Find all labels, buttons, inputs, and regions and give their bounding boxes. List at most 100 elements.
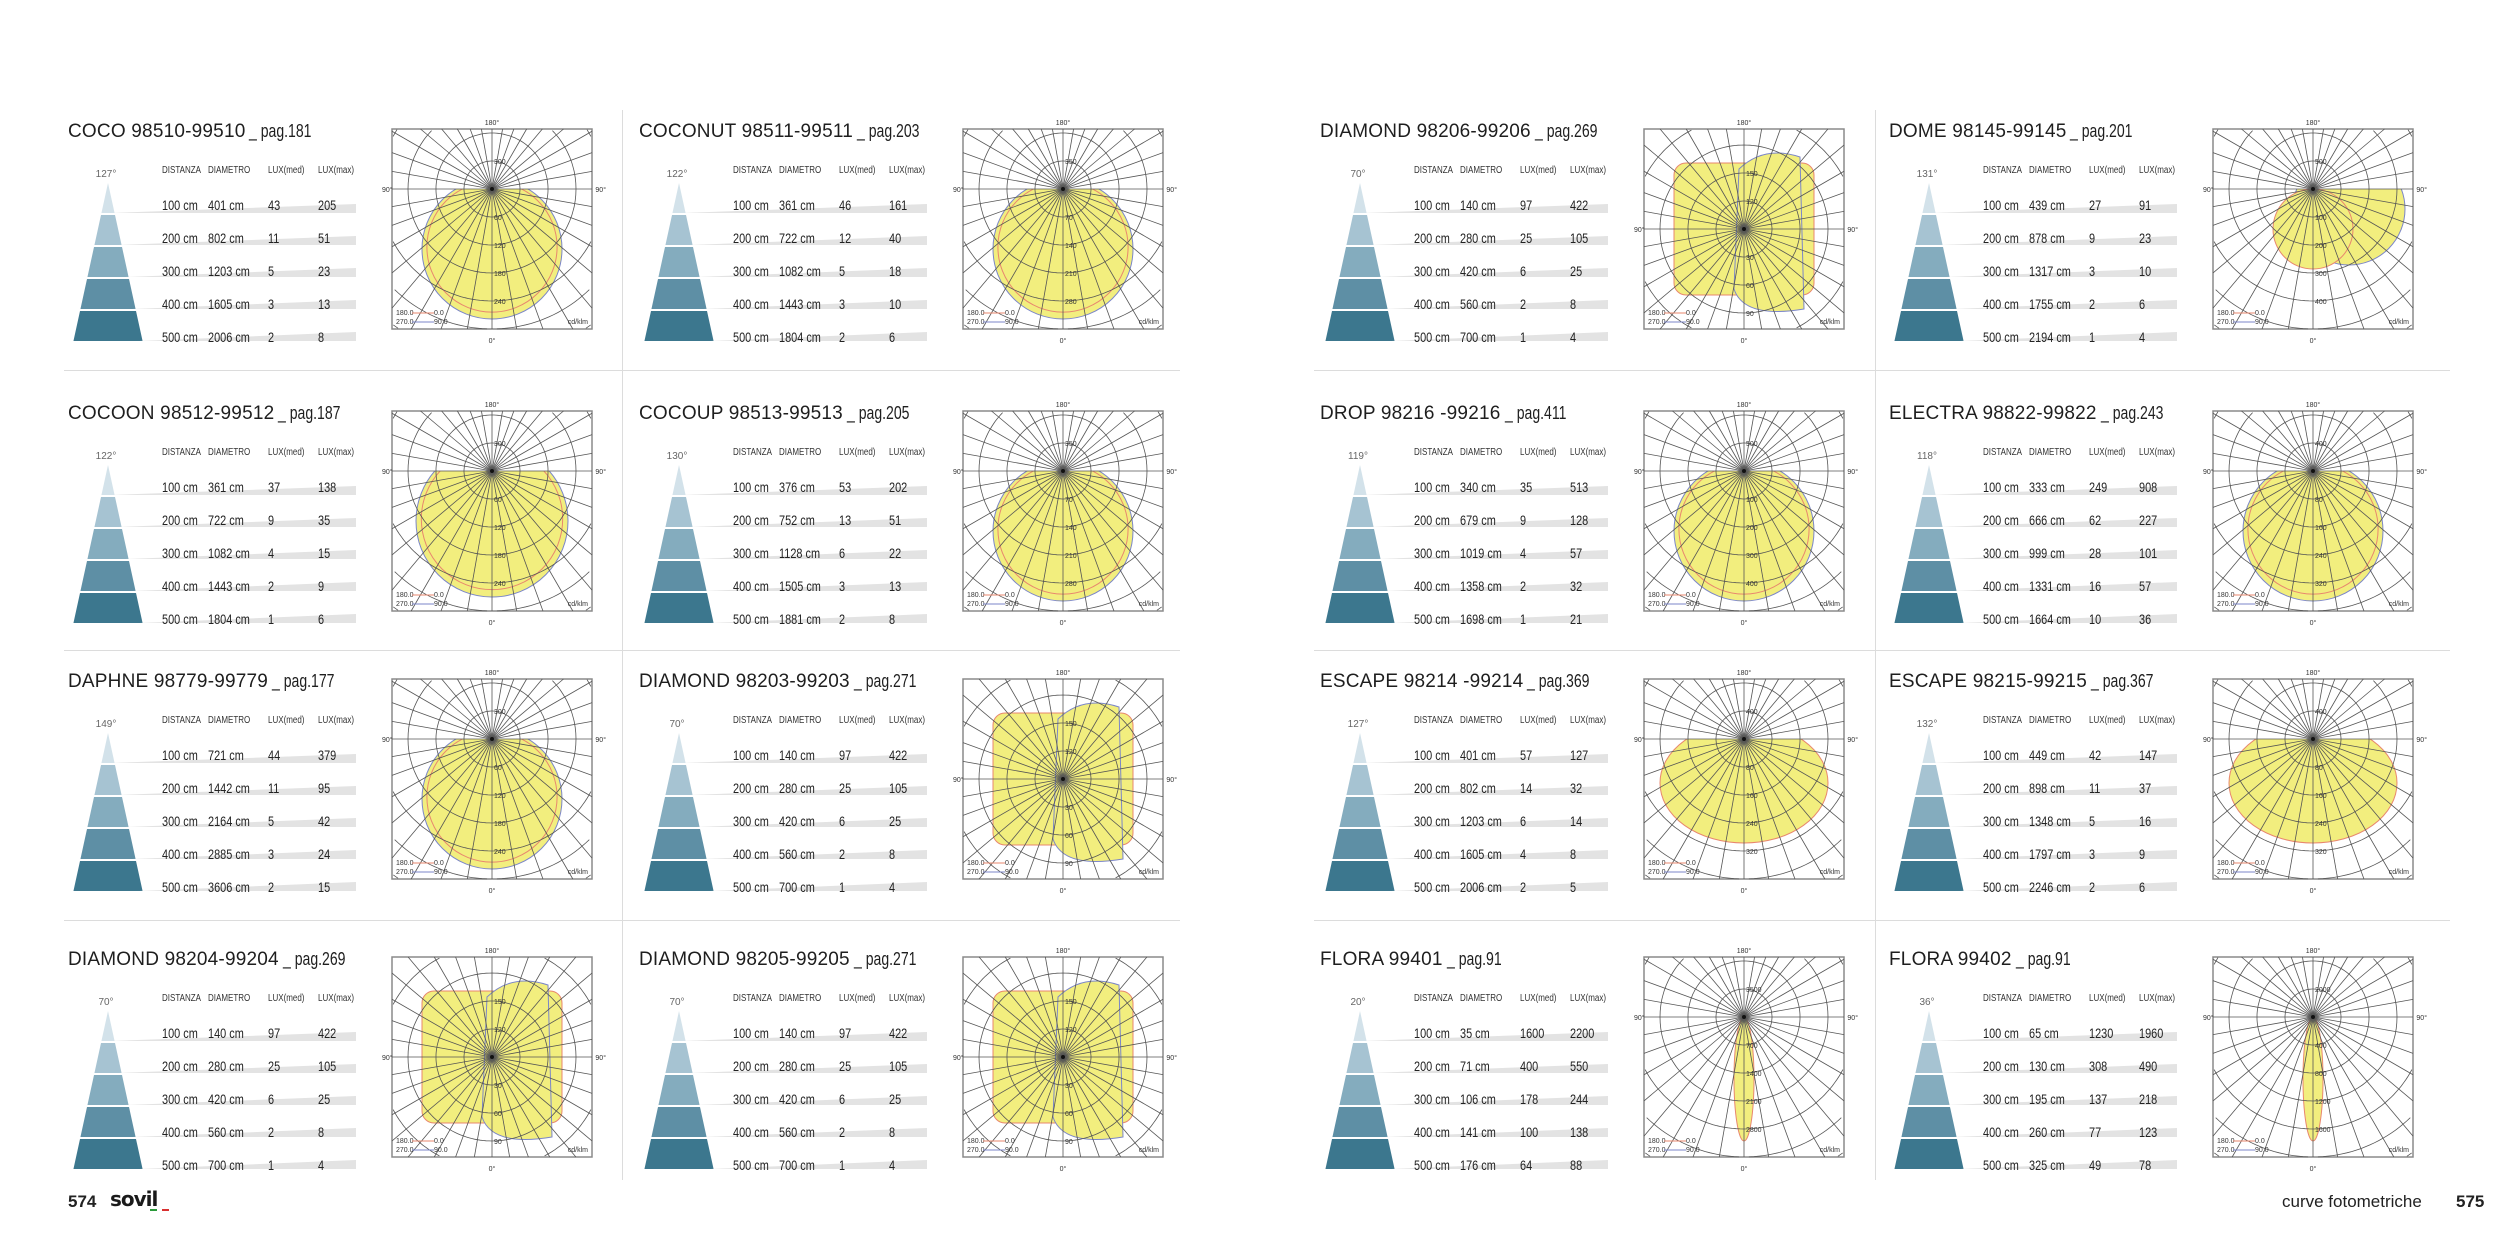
- angle-label-left: 90°: [1634, 468, 1645, 476]
- grid-ray: [410, 188, 493, 330]
- grid-ring: [392, 957, 592, 1157]
- grid-ray: [491, 998, 593, 1058]
- table-header-distance: DISTANZA: [1983, 993, 2022, 1004]
- table-cell-lux_med: 5: [2089, 813, 2096, 829]
- grid-ray: [2312, 956, 2348, 1018]
- grid-ray: [2312, 738, 2414, 798]
- grid-ray: [2312, 1016, 2414, 1036]
- table-cell-distance: 500 cm: [1414, 879, 1450, 895]
- grid-ray: [2312, 188, 2395, 330]
- pyramid-segment: [1353, 465, 1367, 495]
- grid-ray: [1643, 228, 1745, 266]
- grid-ray: [1062, 188, 1164, 309]
- table-header-diameter: DIAMETRO: [779, 165, 822, 176]
- grid-ray: [2212, 680, 2314, 740]
- product-code: COCOON 98512-99512: [68, 403, 275, 424]
- grid-ray: [1062, 170, 1164, 190]
- beam-pyramid-icon: [1894, 183, 1964, 341]
- angle-label-right: 90°: [1847, 226, 1858, 234]
- grid-ray: [440, 738, 493, 880]
- beam-angle: 127°: [95, 169, 117, 180]
- grid-ray: [1062, 956, 1148, 1058]
- grid-ray: [2312, 678, 2364, 740]
- photometric-polar-chart: 30 60 90 120 150 180° 90° 90° 0° 180.0 0.0 270.0 90.…: [1634, 119, 1858, 345]
- legend-label: 90.0: [1686, 319, 1700, 326]
- grid-ray: [2212, 980, 2314, 1018]
- grid-ray: [1743, 980, 1845, 1018]
- row-wedge: [1384, 582, 1608, 591]
- luminaire-panel: ELECTRA 98822-99822 _ pag.243 118° DISTANZA…: [1889, 401, 2444, 668]
- table-cell-diameter: 700 cm: [208, 1157, 244, 1173]
- product-code: FLORA 99402: [1889, 949, 2012, 970]
- row-wedge: [1391, 882, 1608, 891]
- grid-ray: [2212, 452, 2314, 472]
- grid-ray: [1643, 470, 1745, 530]
- grid-ray: [491, 956, 511, 1058]
- table-header-lux_max: LUX(max): [889, 165, 926, 176]
- pyramid-segment: [1332, 279, 1388, 309]
- grid-ray: [491, 1038, 593, 1058]
- row-wedge: [1932, 1032, 2177, 1041]
- row-wedge: [1932, 486, 2177, 495]
- polar-grid: [391, 410, 593, 612]
- table-cell-lux_max: 6: [318, 611, 325, 627]
- table-cell-lux_max: 8: [318, 329, 325, 345]
- pyramid-segment: [73, 311, 143, 341]
- grid-ray: [1062, 188, 1164, 208]
- beam-angle: 122°: [666, 169, 688, 180]
- legend-label: 270.0: [1648, 319, 1666, 326]
- table-cell-distance: 400 cm: [733, 846, 769, 862]
- table-cell-distance: 400 cm: [1414, 1124, 1450, 1140]
- grid-ray: [2231, 188, 2314, 330]
- table-cell-diameter: 560 cm: [779, 1124, 815, 1140]
- grid-ray: [2212, 188, 2314, 248]
- legend-label: 0.0: [1686, 310, 1696, 317]
- page-reference: _ pag.243: [2100, 403, 2164, 423]
- legend-label: 270.0: [396, 319, 414, 326]
- table-header-diameter: DIAMETRO: [1460, 993, 1503, 1004]
- ring-label: 60: [1065, 833, 1073, 840]
- grid-ray: [1718, 738, 1745, 880]
- product-code: DIAMOND 98203-99203: [639, 671, 850, 692]
- grid-ray: [481, 128, 493, 190]
- product-title: ELECTRA 98822-99822 _ pag.243: [1889, 403, 2181, 425]
- row-wedge: [111, 486, 356, 495]
- row-wedge: [710, 332, 927, 341]
- table-cell-lux_med: 178: [1520, 1091, 1539, 1107]
- grid-ray: [1672, 956, 1745, 1018]
- grid-ray: [491, 738, 593, 824]
- sovil-logo: sovil: [110, 1187, 169, 1211]
- ring-label: 70: [1065, 497, 1073, 504]
- legend-label: 0.0: [2255, 1138, 2265, 1145]
- grid-ray: [391, 188, 493, 274]
- pyramid-segment: [80, 561, 136, 591]
- beam-angle: 70°: [669, 997, 685, 1008]
- angle-label-top: 180°: [1056, 947, 1071, 955]
- table-cell-lux_med: 9: [2089, 230, 2096, 246]
- table-cell-diameter: 280 cm: [779, 1058, 815, 1074]
- grid-ray: [491, 188, 593, 274]
- table-header-distance: DISTANZA: [1414, 447, 1453, 458]
- grid-ray: [455, 1056, 493, 1158]
- grid-ray: [1743, 470, 1770, 612]
- legend-label: 0.0: [2255, 310, 2265, 317]
- grid-ray: [1659, 228, 1745, 330]
- grid-ray: [1743, 738, 1845, 824]
- table-header-distance: DISTANZA: [162, 165, 201, 176]
- luminaire-panel: COCOON 98512-99512 _ pag.187 122° DISTANZA D…: [68, 401, 623, 668]
- grid-ray: [1643, 980, 1745, 1018]
- table-cell-diameter: 2246 cm: [2029, 879, 2071, 895]
- grid-ray: [1062, 452, 1164, 472]
- grid-ray: [1044, 678, 1064, 780]
- grid-ray: [962, 1056, 1064, 1142]
- legend-label: 270.0: [396, 869, 414, 876]
- ring-label: 350: [1065, 441, 1077, 448]
- grid-ray: [491, 470, 544, 612]
- grid-ray: [962, 170, 1064, 190]
- beam-pyramid-icon: [73, 465, 143, 623]
- legend-label: 90.0: [2255, 601, 2269, 608]
- legend-label: 90.0: [1686, 1147, 1700, 1154]
- product-title: COCONUT 98511-99511 _ pag.203: [639, 121, 937, 143]
- grid-ray: [2312, 470, 2414, 508]
- grid-ray: [1012, 128, 1064, 190]
